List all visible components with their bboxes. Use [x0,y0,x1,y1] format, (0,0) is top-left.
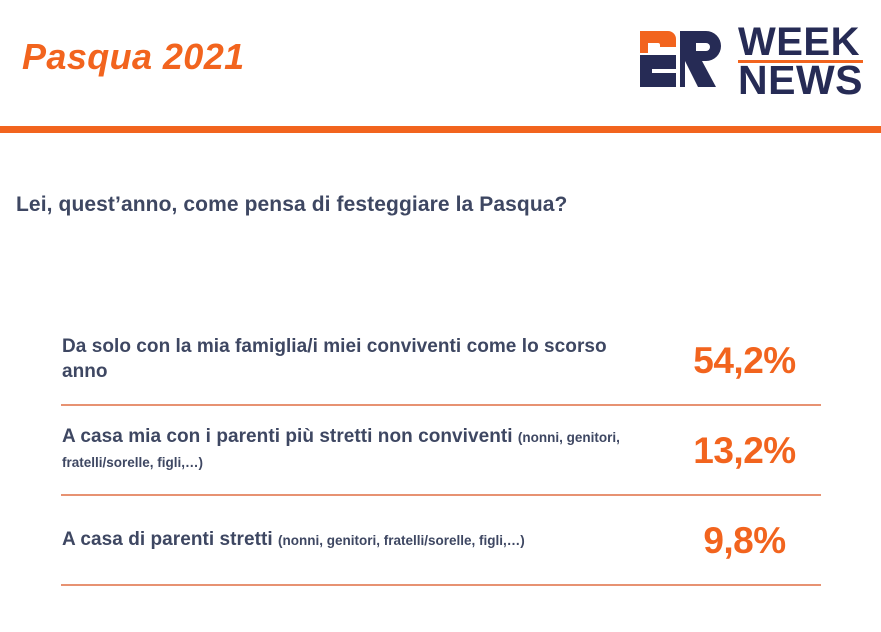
header-accent-bar [0,126,881,133]
slide-header: Pasqua 2021 WEEK NEWS [0,0,881,133]
result-label: A casa di parenti stretti (nonni, genito… [62,528,657,553]
result-label-text: A casa mia con i parenti più stretti non… [62,426,513,448]
result-row: Da solo con la mia famiglia/i miei convi… [0,316,881,404]
result-value: 54,2% [693,339,796,381]
er-monogram-icon [640,31,721,87]
row-divider [61,404,821,406]
row-divider [61,584,821,586]
result-row: A casa mia con i parenti più stretti non… [0,406,881,494]
survey-question: Lei, quest’anno, come pensa di festeggia… [16,193,568,216]
result-row: A casa di parenti stretti (nonni, genito… [0,496,881,584]
row-divider [61,494,821,496]
result-label: A casa mia con i parenti più stretti non… [62,425,657,474]
result-value: 13,2% [693,429,796,471]
result-label-text: Da solo con la mia famiglia/i miei convi… [62,336,607,382]
brand-logo: WEEK NEWS [636,22,863,102]
result-label-text: A casa di parenti stretti [62,528,273,550]
result-label-note: (nonni, genitori, fratelli/sorelle, figl… [62,430,620,470]
result-label: Da solo con la mia famiglia/i miei convi… [62,335,657,384]
results-list: Da solo con la mia famiglia/i miei convi… [0,316,881,586]
result-label-note: (nonni, genitori, fratelli/sorelle, figl… [278,532,525,548]
result-value: 9,8% [703,519,786,561]
logo-word-news: NEWS [738,57,863,104]
logo-wordmark: WEEK NEWS [738,20,863,104]
page-title: Pasqua 2021 [22,36,245,77]
logo-divider-rule [738,60,863,64]
logo-word-week: WEEK [738,20,860,65]
